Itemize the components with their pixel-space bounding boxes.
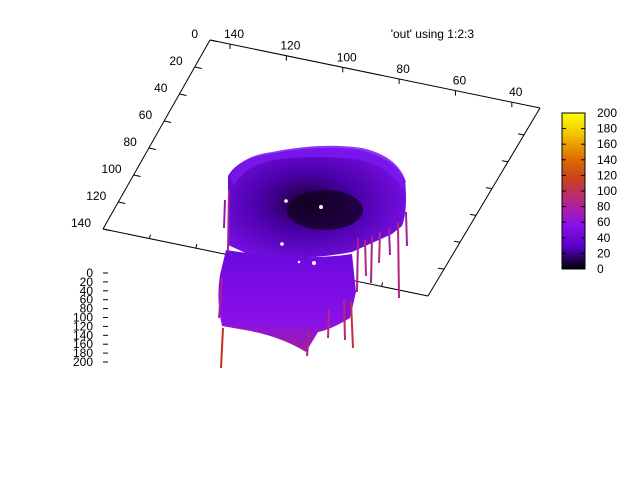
base-tick-mark xyxy=(517,133,525,136)
y-tick-label: 20 xyxy=(169,54,183,68)
base-tick-mark xyxy=(469,213,477,216)
base-tick-mark xyxy=(437,267,445,270)
surface-spike xyxy=(388,227,391,256)
x-tick-label: 40 xyxy=(509,85,523,99)
surface-spike xyxy=(327,309,330,339)
y-tick-mark xyxy=(133,174,141,177)
surface-spike xyxy=(350,301,354,349)
colorbox-tick-label: 180 xyxy=(597,122,617,136)
surface-spike xyxy=(364,239,367,277)
colorbox-tick-label: 200 xyxy=(597,106,617,120)
x-tick-label: 80 xyxy=(396,62,410,76)
surface-spike xyxy=(227,189,230,253)
colorbox-tick-label: 120 xyxy=(597,168,617,182)
x-tick-label: 100 xyxy=(337,50,357,64)
colorbox-tick-label: 60 xyxy=(597,215,611,229)
surface-rim xyxy=(230,145,406,190)
base-tick-mark xyxy=(485,187,493,190)
x-axis-ticks: 140 120 100 80 60 40 xyxy=(224,27,523,108)
colorbox-tick-label: 80 xyxy=(597,200,611,214)
y-tick-mark xyxy=(148,147,156,150)
z-tick-label: 180 xyxy=(73,346,93,360)
y-tick-label: 80 xyxy=(123,135,137,149)
z-tick-label: 100 xyxy=(73,311,93,325)
z-tick-label: 160 xyxy=(73,337,93,351)
y-tick-label: 100 xyxy=(102,162,122,176)
colorbox-tick-label: 100 xyxy=(597,184,617,198)
surface-spike xyxy=(397,221,400,299)
base-tick-mark xyxy=(148,234,151,239)
y-tick-label: 140 xyxy=(71,216,91,230)
surface-hole xyxy=(280,242,284,246)
base-tick-mark xyxy=(381,282,384,287)
axis-line-top xyxy=(209,39,541,109)
surface-hole xyxy=(284,199,288,203)
surface-spike xyxy=(223,199,226,229)
z-tick-label: 60 xyxy=(80,293,94,307)
z-tick-label: 0 xyxy=(86,266,93,280)
surface-front xyxy=(218,250,356,352)
base-tick-mark xyxy=(453,240,461,243)
z-tick-label: 20 xyxy=(80,275,94,289)
z-tick-label: 80 xyxy=(80,302,94,316)
surface-mesh xyxy=(218,145,408,369)
surface-spike xyxy=(218,277,223,319)
x-tick-label: 140 xyxy=(224,27,244,41)
z-tick-label: 120 xyxy=(73,319,93,333)
z-tick-label: 200 xyxy=(73,355,93,369)
y-tick-mark xyxy=(194,66,202,69)
x-tick-label: 60 xyxy=(453,74,467,88)
y-tick-mark xyxy=(179,93,187,96)
base-tick-mark xyxy=(195,244,198,249)
surface-hole xyxy=(297,260,301,264)
surface-hole xyxy=(312,261,316,265)
surface-spike xyxy=(370,235,373,284)
y-tick-label: 60 xyxy=(139,108,153,122)
axis-line-left xyxy=(102,39,211,230)
colorbox-tick-label: 0 xyxy=(597,262,604,276)
surface-spikes xyxy=(218,189,408,369)
z-tick-label: 140 xyxy=(73,328,93,342)
legend: 'out' using 1:2:3 xyxy=(391,27,475,41)
surface-dark-center xyxy=(287,190,363,230)
colorbox-tick-label: 20 xyxy=(597,246,611,260)
colorbox-tick-label: 160 xyxy=(597,137,617,151)
y-tick-mark xyxy=(209,39,218,42)
colorbox-tick-label: 140 xyxy=(597,153,617,167)
surface-spike xyxy=(356,237,359,293)
surface-spike xyxy=(343,299,346,341)
base-tick-mark xyxy=(501,160,509,163)
surface-spike xyxy=(220,327,224,369)
y-tick-mark xyxy=(118,201,126,204)
y-tick-label: 40 xyxy=(154,81,168,95)
axis-line-right xyxy=(427,107,541,297)
y-tick-label: 120 xyxy=(86,189,106,203)
surface-spike xyxy=(306,329,310,357)
surface-spike xyxy=(405,211,408,247)
z-tick-label: 40 xyxy=(80,284,94,298)
y-tick-label: 0 xyxy=(191,27,198,41)
surface-hole xyxy=(319,205,323,209)
y-tick-mark xyxy=(164,120,172,123)
surface-spike xyxy=(378,231,381,264)
colorbox-tick-label: 40 xyxy=(597,231,611,245)
x-tick-label: 120 xyxy=(280,39,300,53)
y-tick-mark xyxy=(102,228,111,231)
legend-entry: 'out' using 1:2:3 xyxy=(391,27,475,41)
